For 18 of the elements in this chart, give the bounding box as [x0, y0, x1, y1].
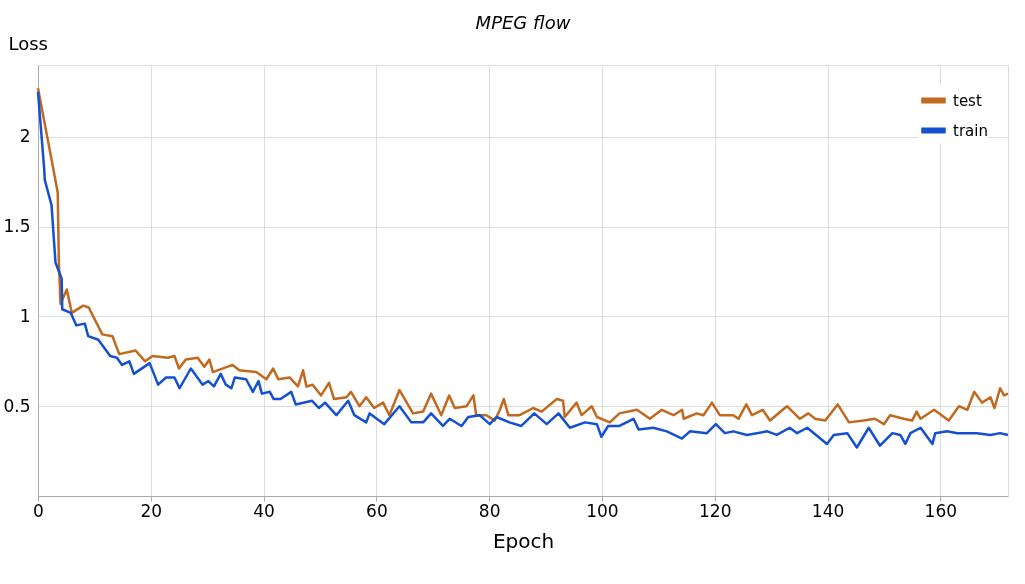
x-tick-label: 0	[33, 500, 44, 521]
y-axis-title: Loss	[8, 32, 48, 54]
x-tick-label: 80	[478, 500, 501, 521]
y-tick-label: 2	[19, 126, 31, 147]
x-tick-label: 120	[699, 500, 732, 521]
x-tick-label: 40	[253, 500, 275, 521]
y-tick-label: 1.5	[3, 216, 31, 237]
y-tick-label: 1	[19, 305, 31, 326]
legend-label: train	[953, 121, 988, 140]
x-axis-title: Epoch	[492, 528, 555, 553]
x-tick-label: 20	[140, 500, 163, 521]
x-tick-label: 140	[811, 500, 845, 521]
x-tick-label: 100	[586, 500, 619, 521]
x-tick-label: 160	[924, 500, 958, 521]
y-tick-label: 0.5	[3, 395, 31, 416]
x-tick-label: 60	[366, 500, 388, 521]
legend-label: test	[953, 91, 982, 110]
chart-title: MPEG flow	[475, 12, 571, 33]
